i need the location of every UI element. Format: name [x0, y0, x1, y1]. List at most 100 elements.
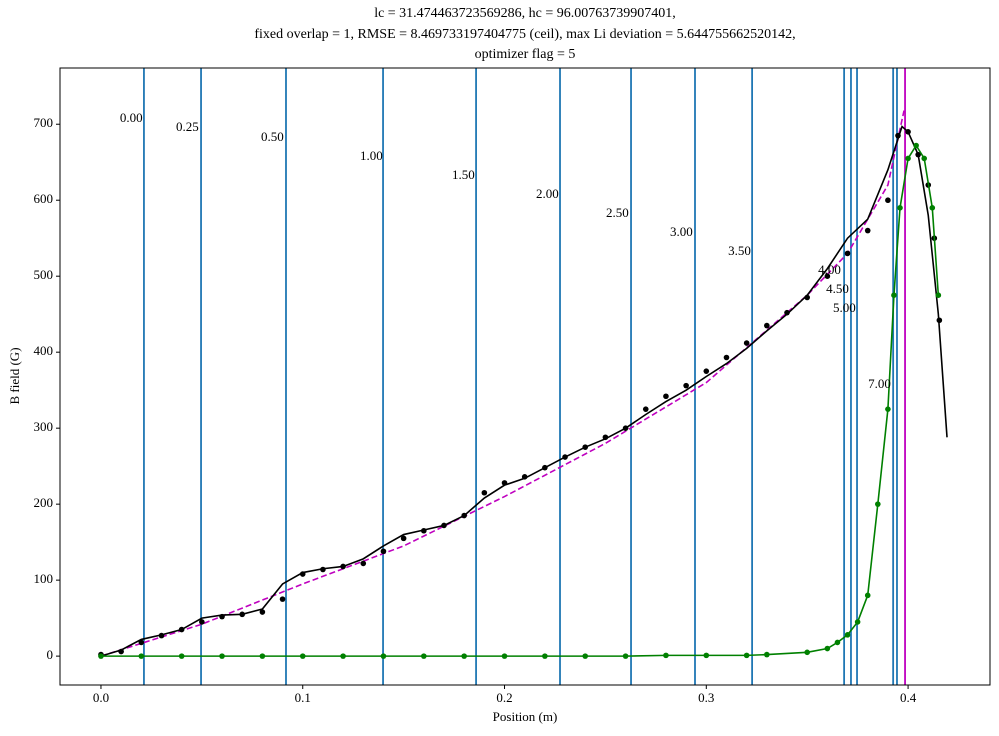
data-point — [542, 464, 548, 471]
data-line — [100, 110, 905, 657]
data-point — [299, 571, 306, 577]
data-point — [642, 406, 649, 412]
data-point — [461, 512, 467, 519]
data-point — [804, 294, 810, 301]
data-point — [723, 354, 730, 361]
y-tick-label: 400 — [34, 343, 54, 358]
data-point — [663, 652, 669, 659]
annotation: 5.00 — [833, 300, 856, 315]
data-point — [824, 273, 831, 279]
annotation: 3.00 — [670, 224, 693, 239]
data-point — [929, 205, 936, 211]
data-point — [481, 489, 488, 496]
data-point — [663, 393, 669, 400]
y-tick-label: 700 — [34, 115, 54, 130]
data-point — [158, 632, 165, 639]
annotation: 4.50 — [826, 281, 849, 296]
data-point — [844, 632, 851, 638]
data-point — [118, 648, 124, 655]
data-point — [834, 639, 841, 646]
data-point — [915, 151, 921, 158]
plot-frame — [59, 67, 991, 686]
y-tick-label: 500 — [34, 267, 54, 282]
data-point — [875, 501, 881, 507]
y-axis-label: B field (G) — [7, 347, 22, 404]
data-point — [622, 425, 629, 431]
annotation: 3.50 — [728, 243, 751, 258]
data-point — [935, 292, 942, 298]
data-point — [400, 535, 407, 542]
data-point — [764, 322, 770, 329]
data-point — [864, 227, 871, 234]
data-point — [239, 611, 246, 618]
chart-title: fixed overlap = 1, RMSE = 8.469733197404… — [254, 27, 795, 42]
data-point — [360, 560, 367, 567]
data-point — [844, 250, 851, 257]
data-point — [259, 653, 266, 659]
data-point — [622, 653, 629, 659]
y-tick-label: 600 — [34, 191, 54, 206]
data-point — [804, 649, 810, 656]
chart-title: optimizer flag = 5 — [475, 47, 576, 62]
data-line — [100, 143, 940, 657]
data-point — [178, 653, 185, 659]
data-point — [864, 592, 871, 599]
data-point — [891, 292, 897, 298]
annotation: 1.50 — [452, 167, 475, 182]
x-axis-label: Position (m) — [493, 709, 558, 724]
y-tick-label: 0 — [47, 647, 54, 662]
data-point — [703, 368, 710, 374]
annotation: 2.50 — [606, 205, 629, 220]
data-point — [421, 653, 427, 659]
data-point — [299, 653, 306, 659]
data-point — [683, 382, 689, 389]
data-point — [743, 652, 750, 659]
data-point — [921, 155, 928, 162]
data-point — [320, 566, 326, 573]
data-point — [219, 653, 225, 659]
y-tick-label: 200 — [34, 495, 54, 510]
data-point — [764, 651, 770, 658]
data-point — [501, 653, 508, 659]
data-point — [421, 527, 427, 534]
data-point — [138, 653, 145, 659]
y-tick-label: 300 — [34, 419, 54, 434]
x-tick-label: 0.2 — [496, 690, 512, 705]
data-point — [897, 205, 903, 211]
data-point — [219, 613, 225, 620]
data-point — [824, 645, 831, 652]
data-point — [98, 653, 104, 659]
annotation: 0.00 — [120, 110, 143, 125]
data-point — [905, 129, 911, 135]
data-point — [602, 434, 609, 441]
data-point — [380, 548, 387, 555]
x-tick-label: 0.3 — [698, 690, 714, 705]
data-point — [562, 454, 568, 460]
data-point — [885, 406, 891, 412]
annotation: 0.25 — [176, 119, 199, 134]
x-tick-label: 0.1 — [295, 690, 311, 705]
data-point — [178, 626, 185, 633]
data-point — [854, 619, 861, 625]
data-point — [895, 132, 901, 139]
data-point — [542, 653, 548, 659]
data-line — [100, 125, 948, 657]
data-point — [380, 653, 387, 659]
data-point — [199, 619, 205, 625]
data-point — [259, 609, 266, 615]
data-point — [784, 309, 790, 316]
annotation: 0.50 — [261, 129, 284, 144]
data-point — [441, 522, 447, 529]
data-point — [703, 652, 710, 659]
y-tick-label: 100 — [34, 571, 54, 586]
data-point — [582, 653, 589, 659]
chart-title: lc = 31.474463723569286, hc = 96.0076373… — [374, 6, 676, 21]
data-point — [138, 639, 145, 646]
data-point — [913, 142, 919, 149]
x-tick-label: 0.4 — [900, 690, 917, 705]
data-point — [936, 317, 943, 324]
x-tick-label: 0.0 — [93, 690, 109, 705]
data-point — [340, 653, 346, 659]
data-point — [340, 563, 346, 570]
